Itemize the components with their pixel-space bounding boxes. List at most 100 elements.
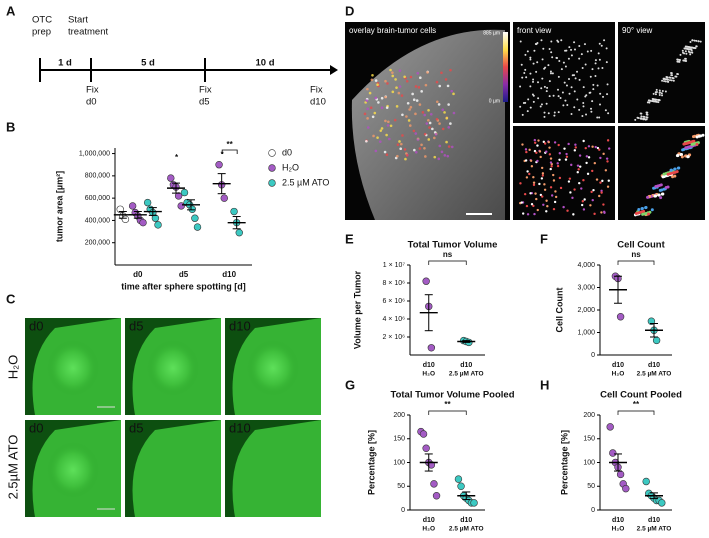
cell-dot <box>532 183 536 187</box>
cell-dot <box>681 148 685 152</box>
cell-dot <box>446 154 450 158</box>
cell-dot <box>548 95 551 98</box>
panel-label: H <box>540 377 549 392</box>
cell-dot <box>667 80 670 83</box>
cell-dot <box>675 75 678 78</box>
cell-dot <box>689 53 692 56</box>
cell-dot <box>553 141 557 144</box>
cell-dot <box>395 105 399 108</box>
cell-dot <box>543 115 546 118</box>
cell-dot <box>419 76 422 80</box>
cell-dot <box>530 165 534 168</box>
cell-dot <box>570 86 573 89</box>
cell-dot <box>529 58 532 61</box>
cell-dot <box>585 94 588 97</box>
cell-dot <box>596 116 599 119</box>
cell-dot <box>398 85 402 88</box>
chart-title: Cell Count Pooled <box>600 390 682 401</box>
image-background <box>618 126 705 220</box>
legend-marker <box>268 179 276 187</box>
cell-dot <box>424 83 428 87</box>
cell-dot <box>395 86 398 89</box>
cell-dot <box>640 207 644 211</box>
cell-dot <box>539 193 543 197</box>
cell-dot <box>598 148 601 151</box>
cell-dot <box>658 91 661 94</box>
cell-dot <box>427 138 431 141</box>
panel-label: C <box>6 291 16 306</box>
x-tick-label: d0 <box>133 270 143 279</box>
data-point <box>422 277 430 285</box>
colorbar-label: 0 µm <box>489 98 500 104</box>
cell-dot <box>532 80 535 83</box>
cell-dot <box>596 146 600 150</box>
cell-dot <box>420 90 423 93</box>
cell-dot <box>582 105 585 108</box>
x-tick-label: d5 <box>179 270 189 279</box>
cell-dot <box>576 98 579 101</box>
cell-dot <box>529 106 532 109</box>
cell-dot <box>526 110 529 113</box>
duration-label: 10 d <box>255 58 274 69</box>
cell-dot <box>389 68 392 72</box>
cell-dot <box>582 139 585 143</box>
cell-dot <box>663 80 666 83</box>
x-tick-sublabel: H₂O <box>422 526 435 533</box>
duration-label: 1 d <box>58 58 72 69</box>
cell-dot <box>425 122 429 125</box>
cell-dot <box>542 140 546 144</box>
data-point <box>191 214 199 222</box>
cell-dot <box>650 208 654 212</box>
cell-dot <box>552 207 556 211</box>
cell-dot <box>582 179 585 182</box>
x-tick-sublabel: 2.5 µM ATO <box>637 371 672 378</box>
cell-dot <box>593 161 597 165</box>
cell-dot <box>452 92 455 96</box>
y-tick-label: 100 <box>583 459 595 466</box>
arrow-head <box>330 65 338 75</box>
cell-dot <box>682 51 685 54</box>
cell-dot <box>602 152 605 156</box>
cell-dot <box>529 72 532 75</box>
cell-dot <box>598 116 601 119</box>
cell-dot <box>676 166 680 170</box>
cell-dot <box>549 167 552 171</box>
timeline: OTC prep Start treatment 1 d 5 d 10 d Fi… <box>32 15 338 108</box>
cell-dot <box>530 203 534 206</box>
chart-title: Cell Count <box>617 240 665 251</box>
data-point <box>128 202 137 210</box>
cell-dot <box>608 147 611 150</box>
y-axis-label: tumor area [µm²] <box>54 171 64 242</box>
chart-title: Total Tumor Volume Pooled <box>390 390 514 401</box>
event-label: prep <box>32 27 51 38</box>
cell-dot <box>379 129 383 132</box>
cell-dot <box>414 85 418 88</box>
cell-dot <box>366 107 369 111</box>
cell-dot <box>441 108 445 112</box>
cell-dot <box>408 124 412 127</box>
cell-dot <box>380 96 384 100</box>
cell-dot <box>605 61 608 64</box>
cell-dot <box>634 211 638 215</box>
image-label: 90° view <box>622 26 653 35</box>
cell-dot <box>539 155 542 159</box>
cell-dot <box>524 68 527 71</box>
cell-dot <box>689 40 692 43</box>
cell-dot <box>603 210 606 213</box>
cell-dot <box>532 78 535 81</box>
cell-dot <box>524 159 528 162</box>
cell-dot <box>576 164 580 167</box>
chart-title: Total Tumor Volume <box>408 240 498 251</box>
cell-dot <box>411 92 414 96</box>
cell-dot <box>437 103 441 106</box>
cell-dot <box>574 143 577 146</box>
cell-dot <box>673 167 677 171</box>
cell-dot <box>415 99 419 102</box>
x-tick-sublabel: H₂O <box>612 526 625 533</box>
cell-dot <box>520 63 523 66</box>
cell-dot <box>659 196 663 200</box>
cell-dot <box>431 127 434 131</box>
data-point <box>116 205 124 213</box>
significance-label: ns <box>443 250 453 259</box>
cell-dot <box>548 153 552 156</box>
